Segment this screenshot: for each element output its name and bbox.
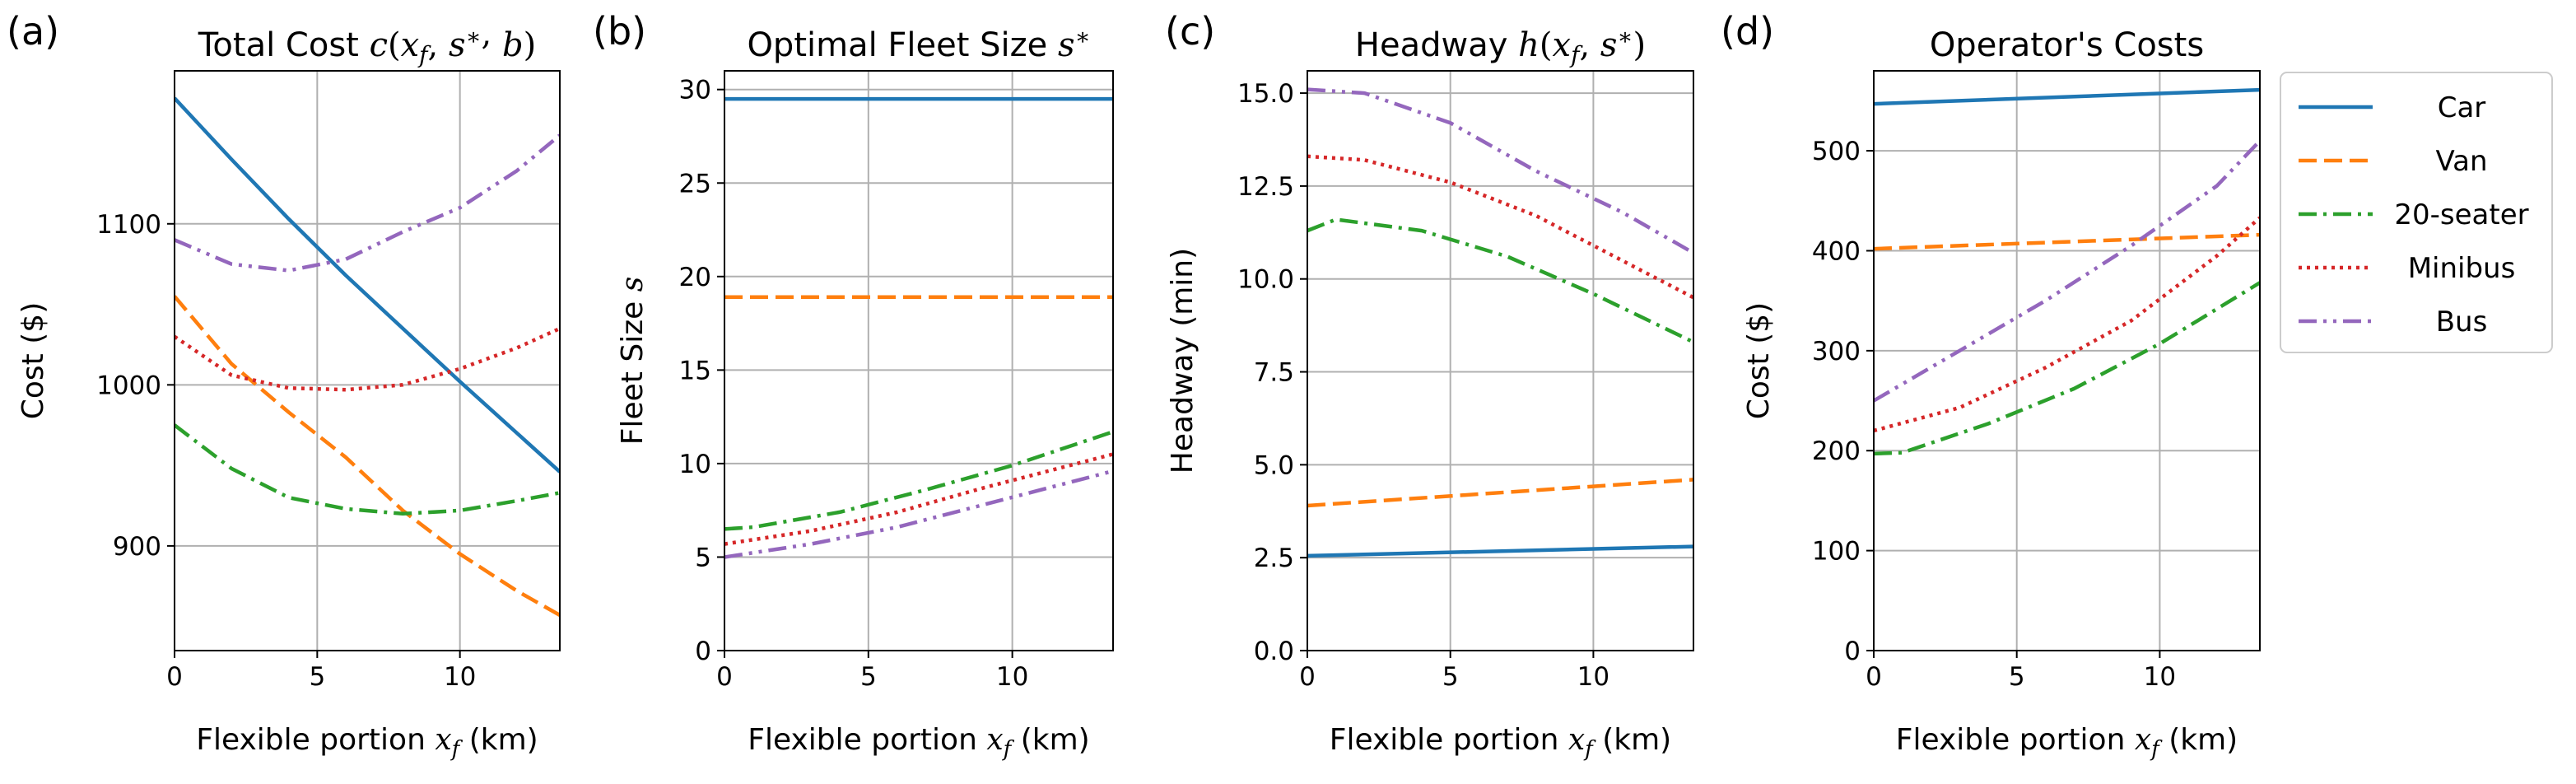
y-tick-label: 400 [1812, 236, 1861, 266]
panel-label: (a) [7, 9, 59, 54]
x-axis-label: Flexible portion xf (km) [748, 723, 1089, 762]
x-tick-label: 5 [860, 662, 877, 692]
panel-label: (c) [1165, 9, 1215, 54]
y-tick-label: 0.0 [1254, 637, 1294, 666]
y-tick-label: 0 [1844, 637, 1861, 666]
chart-title: Headway h(xf, s∗) [1355, 23, 1646, 68]
x-axis-label: Flexible portion xf (km) [1896, 723, 2238, 762]
panel-label: (d) [1721, 9, 1774, 54]
panel-b: 0 5 10 0 5 10 15 20 25 30 Optimal Fleet Size s∗ Fle… [593, 9, 1114, 762]
legend-item-car: Car [2299, 91, 2485, 124]
y-tick-label: 900 [113, 532, 161, 562]
y-tick-label: 30 [679, 76, 711, 105]
chart-title: Total Cost c(xf, s∗, b) [198, 15, 536, 68]
series-line-car [1307, 544, 1693, 558]
chart-title: Operator's Costs [1930, 26, 2204, 64]
legend-label: 20-seater [2394, 198, 2528, 231]
legend-label: Van [2435, 145, 2487, 178]
legend-item-van: Van [2299, 145, 2488, 178]
y-tick-label: 25 [679, 169, 711, 198]
series-line-20-seater [1307, 217, 1693, 344]
y-tick-label: 5.0 [1254, 450, 1294, 480]
y-tick-label: 500 [1812, 137, 1861, 166]
series-line-van [175, 295, 560, 617]
y-tick-label: 15 [679, 356, 711, 385]
axes-frame [724, 70, 1114, 651]
y-tick-label: 12.5 [1237, 172, 1294, 202]
axes-frame [1307, 70, 1694, 651]
y-tick-label: 10.0 [1237, 265, 1294, 295]
axes-frame [174, 70, 561, 651]
panel-label: (b) [593, 9, 646, 54]
y-tick-label: 7.5 [1254, 358, 1294, 388]
y-tick-label: 10 [679, 450, 711, 479]
series-line-bus [175, 133, 560, 273]
y-tick-label: 15.0 [1237, 79, 1294, 109]
x-axis-label: Flexible portion xf (km) [196, 723, 538, 762]
series-line-van [1874, 232, 2260, 251]
x-tick-label: 10 [996, 662, 1028, 692]
x-tick-label: 0 [166, 662, 183, 692]
legend-item-bus: Bus [2299, 306, 2487, 338]
y-axis-label: Cost ($) [16, 302, 50, 419]
series-line-20-seater [175, 423, 560, 516]
legend-item-20-seater: 20-seater [2299, 198, 2529, 231]
y-tick-label: 100 [1812, 537, 1861, 567]
series-line-minibus [1874, 216, 2260, 433]
y-tick-label: 1000 [96, 371, 161, 400]
y-tick-label: 5 [695, 543, 711, 572]
y-axis-label: Fleet Size s [616, 277, 650, 445]
x-tick-label: 10 [444, 662, 476, 692]
legend-frame [2280, 72, 2553, 353]
y-tick-label: 1100 [96, 210, 161, 240]
panel-a: 0 5 10 900 1000 1100 Total Cost c(xf, s∗, b) Fl… [7, 9, 561, 762]
series-line-minibus [724, 452, 1113, 546]
series-line-car [1874, 87, 2260, 106]
series-group [1874, 87, 2260, 456]
x-tick-label: 10 [2144, 662, 2176, 692]
legend-label: Minibus [2408, 252, 2516, 285]
legend-item-minibus: Minibus [2299, 252, 2515, 285]
series-line-20-seater [1874, 281, 2260, 456]
series-line-minibus [1307, 154, 1693, 300]
y-tick-label: 0 [695, 637, 711, 666]
series-line-minibus [175, 326, 560, 392]
series-line-bus [1307, 87, 1693, 255]
series-line-bus [724, 469, 1113, 559]
series-group [1307, 87, 1693, 558]
y-tick-label: 20 [679, 263, 711, 292]
panel-c: 0 5 10 0.0 2.5 5.0 7.5 10.0 12.5 15.0 Headway h(xf… [1165, 9, 1694, 762]
x-tick-label: 0 [1866, 662, 1882, 692]
x-axis-label: Flexible portion xf (km) [1330, 723, 1671, 762]
x-tick-label: 5 [309, 662, 325, 692]
y-tick-label: 200 [1812, 436, 1861, 466]
series-line-car [175, 96, 560, 474]
x-tick-label: 5 [2009, 662, 2025, 692]
chart-title: Optimal Fleet Size s∗ [747, 23, 1090, 64]
x-tick-label: 5 [1442, 662, 1459, 692]
axes-frame [1873, 70, 2261, 651]
series-group [724, 96, 1113, 559]
y-axis-label: Headway (min) [1166, 248, 1199, 474]
legend-label: Car [2438, 91, 2486, 124]
series-line-bus [1874, 139, 2260, 403]
series-line-20-seater [724, 430, 1113, 531]
series-line-van [1307, 478, 1693, 508]
y-axis-label: Cost ($) [1742, 302, 1776, 419]
x-tick-label: 0 [1299, 662, 1316, 692]
x-tick-label: 0 [716, 662, 733, 692]
series-group [175, 96, 560, 617]
y-tick-label: 2.5 [1254, 544, 1294, 573]
legend-label: Bus [2436, 306, 2488, 338]
y-tick-label: 300 [1812, 337, 1861, 366]
x-tick-label: 10 [1577, 662, 1609, 692]
legend: Car Van 20-seater Minibus Bus [2280, 72, 2553, 353]
